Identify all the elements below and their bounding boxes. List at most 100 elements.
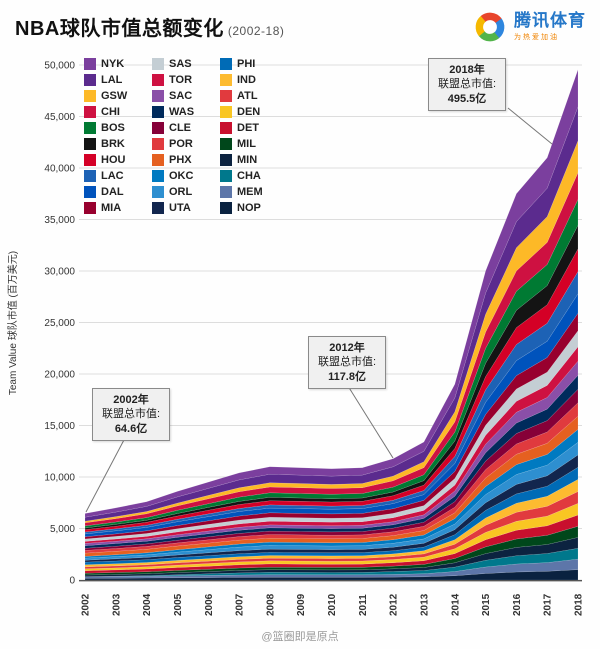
legend-item-PHX: PHX — [152, 152, 204, 167]
annotation-label: 联盟总市值: — [438, 78, 497, 91]
legend-label: NOP — [237, 201, 261, 214]
annotation-year: 2018年 — [449, 64, 485, 76]
annotation-year: 2012年 — [329, 342, 365, 354]
area-ORL — [84, 441, 579, 561]
legend-item-NOP: NOP — [220, 200, 272, 215]
legend-swatch-SAC — [152, 89, 164, 102]
x-tick-label: 2009 — [296, 593, 307, 616]
y-axis-title: Team Value 球队市值 (百万美元) — [6, 251, 19, 395]
area-SAC — [84, 360, 579, 546]
stacked-area-chart: 0 5,000 10,000 15,000 20,000 25,000 30,000 35,0… — [6, 61, 585, 617]
y-tick-label: 30,000 — [44, 267, 75, 278]
legend-item-CHI: CHI — [84, 104, 136, 119]
x-tick-label: 2016 — [512, 593, 523, 616]
legend-label: UTA — [169, 201, 191, 214]
legend-swatch-BOS — [84, 121, 96, 134]
legend-label: TOR — [169, 73, 193, 86]
legend-label: OKC — [169, 169, 194, 182]
legend-label: HOU — [101, 153, 126, 166]
legend-item-GSW: GSW — [84, 88, 136, 103]
x-tick-label: 2008 — [265, 593, 276, 616]
legend-label: GSW — [101, 89, 128, 102]
legend-label: LAC — [101, 169, 124, 182]
legend-item-CHA: CHA — [220, 168, 272, 183]
legend-label: SAS — [169, 57, 192, 70]
legend-swatch-PHI — [220, 57, 232, 70]
y-tick-label: 20,000 — [44, 370, 75, 381]
x-tick-label: 2015 — [481, 593, 492, 616]
legend-swatch-OKC — [152, 169, 164, 182]
x-tick-label: 2018 — [574, 593, 585, 616]
legend-label: DAL — [101, 185, 124, 198]
legend-label: SAC — [169, 89, 193, 102]
legend-item-MEM: MEM — [220, 184, 272, 199]
y-tick-label: 10,000 — [44, 473, 75, 484]
legend-label: PHI — [237, 57, 256, 70]
legend-item-MIL: MIL — [220, 136, 272, 151]
y-tick-label: 40,000 — [44, 164, 75, 175]
legend-swatch-BRK — [84, 137, 96, 150]
legend-label: CHI — [101, 105, 120, 118]
legend-item-DET: DET — [220, 120, 272, 135]
x-tick-label: 2012 — [389, 593, 400, 616]
x-tick-label: 2005 — [173, 593, 184, 616]
brand-text: 腾讯体育 为热爱加油 — [514, 12, 586, 42]
legend-item-NYK: NYK — [84, 56, 136, 71]
legend-swatch-LAC — [84, 169, 96, 182]
legend-label: CLE — [169, 121, 191, 134]
area-LAC — [84, 270, 579, 535]
legend-swatch-ORL — [152, 185, 164, 198]
x-tick-label: 2003 — [111, 593, 122, 616]
legend-label: ATL — [237, 89, 258, 102]
annotation-value: 64.6亿 — [114, 422, 148, 435]
legend-item-IND: IND — [220, 72, 272, 87]
legend-swatch-MIL — [220, 137, 232, 150]
legend-item-SAS: SAS — [152, 56, 204, 71]
legend-swatch-WAS — [152, 105, 164, 118]
area-NYK — [84, 69, 579, 518]
legend-swatch-POR — [152, 137, 164, 150]
annotation-value: 495.5亿 — [447, 92, 487, 105]
legend-swatch-PHX — [152, 153, 164, 166]
legend-label: IND — [237, 73, 256, 86]
legend-label: LAL — [101, 73, 123, 86]
legend-item-SAC: SAC — [152, 88, 204, 103]
annotation-connector — [347, 385, 394, 459]
area-WAS — [84, 374, 579, 549]
area-MIA — [84, 312, 579, 540]
legend-label: PHX — [169, 153, 192, 166]
y-tick-label: 45,000 — [44, 112, 75, 123]
area-PHI — [84, 466, 579, 566]
legend-item-MIA: MIA — [84, 200, 136, 215]
legend-swatch-UTA — [152, 201, 164, 214]
legend-swatch-DET — [220, 121, 232, 134]
y-tick-label: 25,000 — [44, 318, 75, 329]
legend-item-DEN: DEN — [220, 104, 272, 119]
legend-swatch-CHI — [84, 105, 96, 118]
legend-item-DAL: DAL — [84, 184, 136, 199]
legend-swatch-LAL — [84, 73, 96, 86]
y-tick-label: 5,000 — [50, 524, 75, 535]
annotation-connector — [85, 437, 126, 513]
annotation-label: 联盟总市值: — [318, 356, 377, 369]
x-tick-label: 2006 — [204, 593, 215, 616]
legend-item-ORL: ORL — [152, 184, 204, 199]
x-tick-label: 2007 — [235, 593, 246, 616]
annotation-label: 联盟总市值: — [102, 408, 161, 421]
annotation-2002: 2002年 联盟总市值: 64.6亿 — [92, 388, 171, 441]
legend-swatch-DEN — [220, 105, 232, 118]
legend-item-LAL: LAL — [84, 72, 136, 87]
x-tick-label: 2017 — [543, 593, 554, 616]
y-tick-label: 0 — [69, 576, 75, 587]
legend-swatch-TOR — [152, 73, 164, 86]
area-DEN — [84, 503, 579, 572]
title-block: NBA球队市值总额变化 (2002-18) — [15, 12, 284, 41]
legend-swatch-IND — [220, 73, 232, 86]
legend-item-TOR: TOR — [152, 72, 204, 87]
legend: NYK LAL GSW CHI BOS BRK HOU LAC DAL MIA SAS TOR SAC W… — [84, 56, 272, 215]
x-tick-label: 2004 — [142, 593, 153, 616]
legend-item-OKC: OKC — [152, 168, 204, 183]
legend-swatch-SAS — [152, 57, 164, 70]
x-tick-label: 2011 — [358, 594, 369, 616]
